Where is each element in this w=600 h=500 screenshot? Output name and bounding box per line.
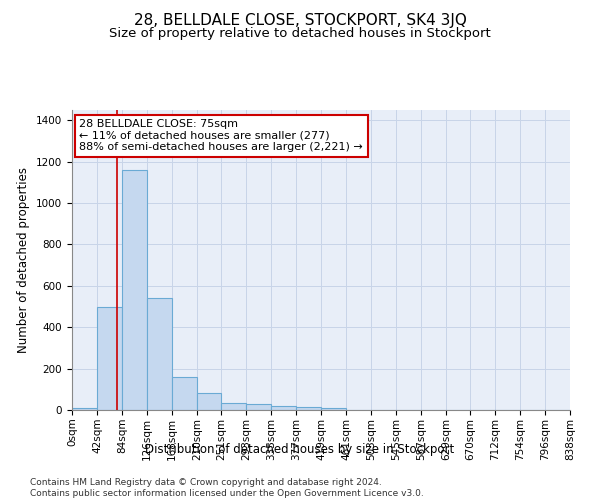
Bar bbox=[296, 407, 321, 410]
Bar bbox=[321, 408, 346, 410]
Text: Distribution of detached houses by size in Stockport: Distribution of detached houses by size … bbox=[145, 442, 455, 456]
Bar bbox=[172, 377, 197, 410]
Bar bbox=[246, 404, 271, 410]
Bar bbox=[197, 394, 221, 410]
Bar bbox=[221, 403, 246, 410]
Bar bbox=[97, 306, 122, 410]
Text: Contains HM Land Registry data © Crown copyright and database right 2024.
Contai: Contains HM Land Registry data © Crown c… bbox=[30, 478, 424, 498]
Bar bbox=[147, 298, 172, 410]
Bar bbox=[271, 406, 296, 410]
Text: Size of property relative to detached houses in Stockport: Size of property relative to detached ho… bbox=[109, 28, 491, 40]
Text: 28, BELLDALE CLOSE, STOCKPORT, SK4 3JQ: 28, BELLDALE CLOSE, STOCKPORT, SK4 3JQ bbox=[134, 12, 466, 28]
Y-axis label: Number of detached properties: Number of detached properties bbox=[17, 167, 31, 353]
Bar bbox=[72, 408, 97, 410]
Text: 28 BELLDALE CLOSE: 75sqm
← 11% of detached houses are smaller (277)
88% of semi-: 28 BELLDALE CLOSE: 75sqm ← 11% of detach… bbox=[79, 119, 363, 152]
Bar bbox=[122, 170, 147, 410]
